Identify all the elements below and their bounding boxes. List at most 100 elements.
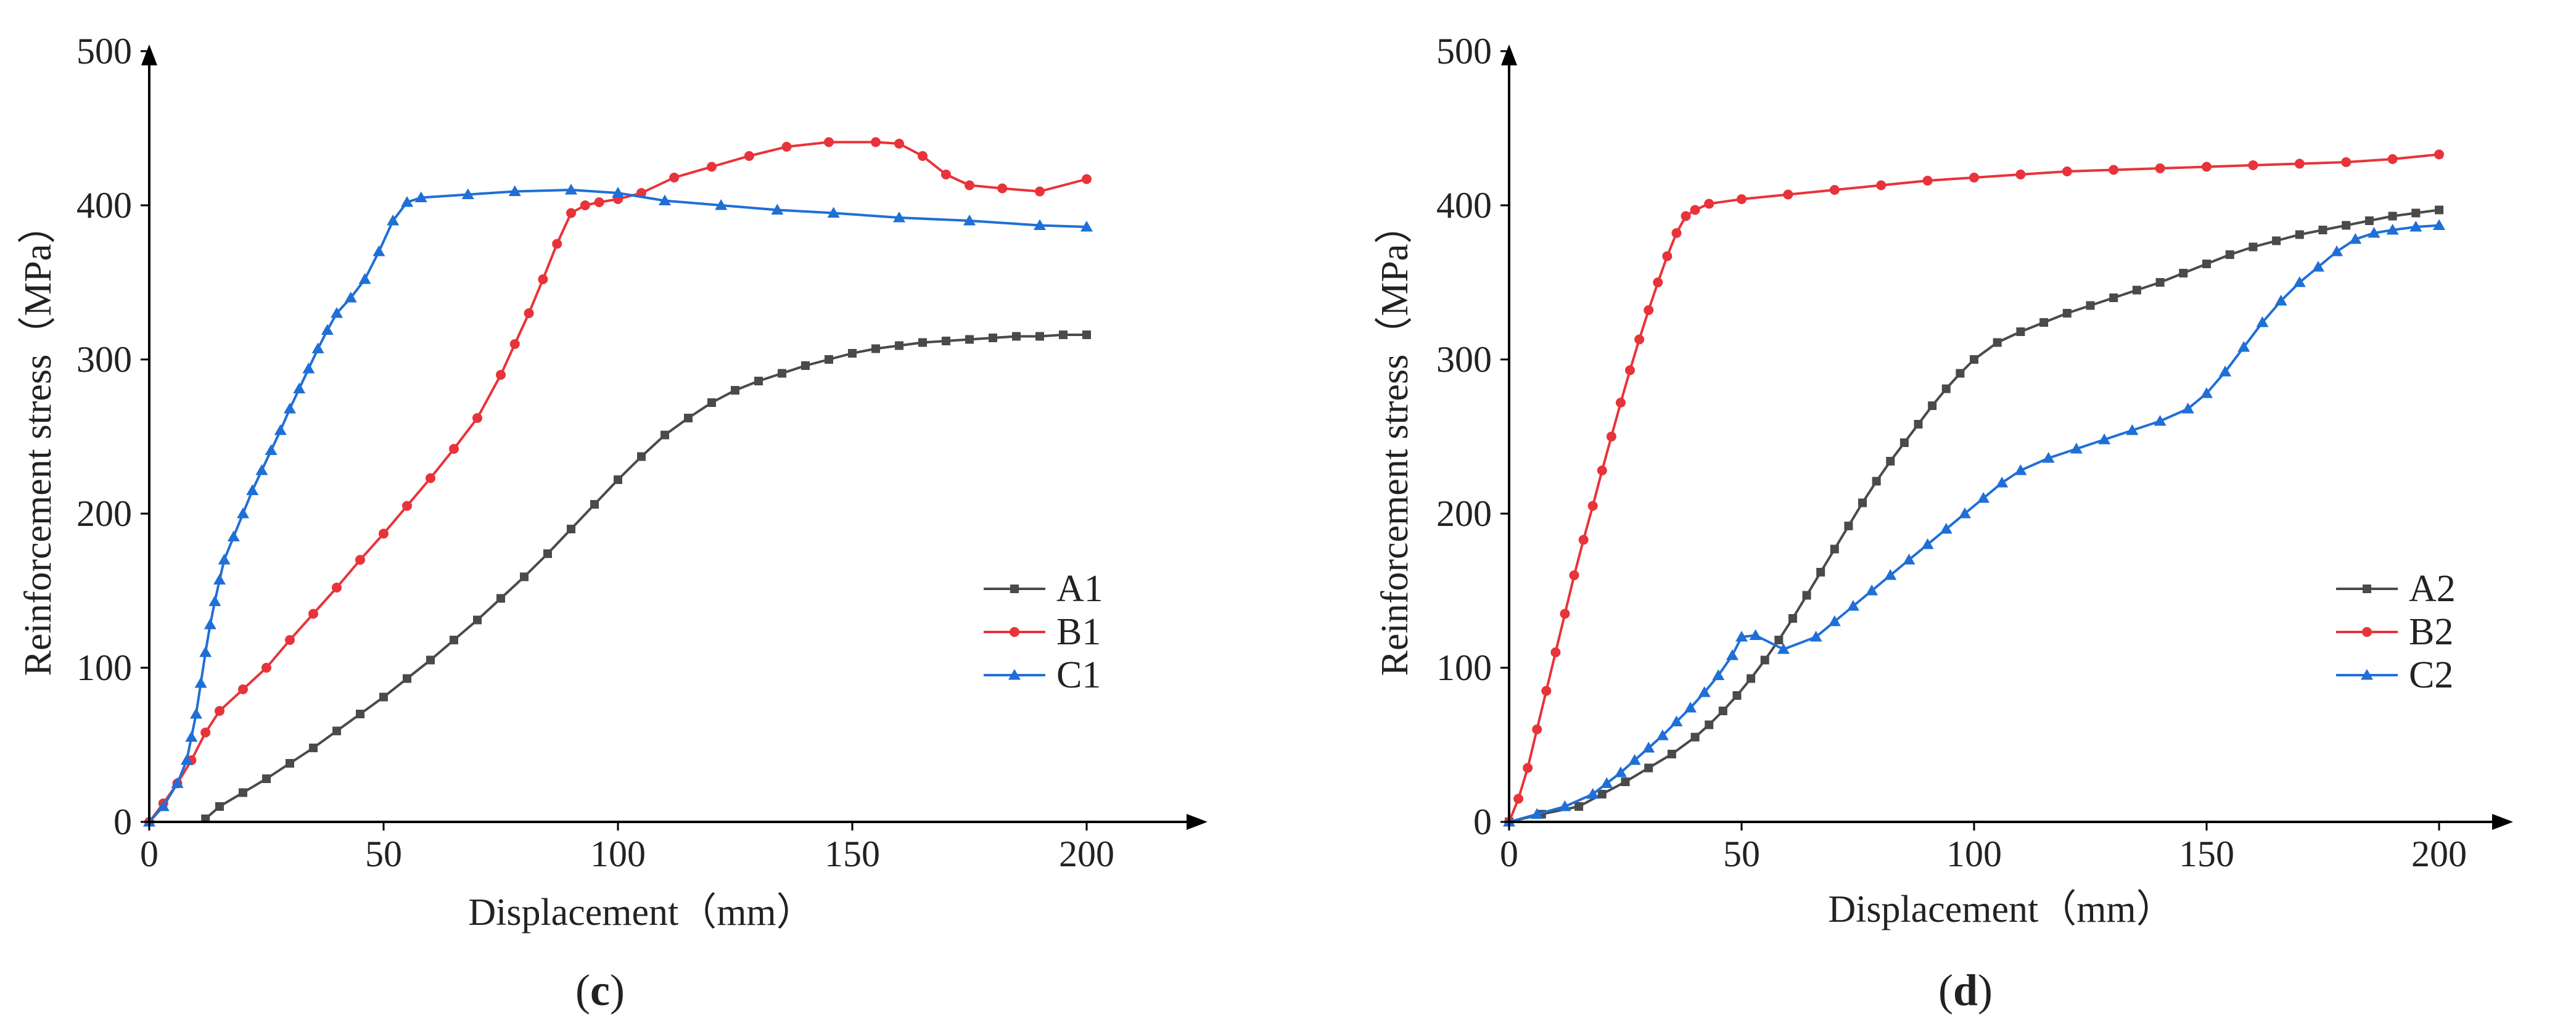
data-point-B1 xyxy=(669,173,680,183)
series-line-C1 xyxy=(148,189,1087,823)
data-point-B2 xyxy=(1523,763,1533,773)
data-point-B2 xyxy=(1876,180,1887,191)
data-point-C2 xyxy=(1642,742,1655,753)
data-point-A2 xyxy=(1830,544,1839,554)
data-point-B2 xyxy=(1644,305,1654,315)
data-point-A1 xyxy=(286,759,294,768)
data-point-B1 xyxy=(285,635,295,645)
series-A2 xyxy=(1505,205,2443,826)
data-point-C1 xyxy=(344,292,357,303)
data-point-C1 xyxy=(771,203,784,215)
data-point-C1 xyxy=(255,464,268,475)
data-point-B1 xyxy=(308,609,318,619)
data-point-B2 xyxy=(2341,157,2352,167)
data-point-A1 xyxy=(1082,330,1091,339)
data-point-C2 xyxy=(1558,800,1571,811)
x-tick-label: 0 xyxy=(140,834,158,874)
data-point-A2 xyxy=(2132,285,2141,295)
data-point-C1 xyxy=(963,215,976,226)
legend-label: A2 xyxy=(2409,568,2456,610)
data-point-C1 xyxy=(237,507,249,519)
data-point-A1 xyxy=(1035,332,1044,341)
data-point-B2 xyxy=(2109,165,2119,175)
data-point-C2 xyxy=(2274,295,2287,306)
chart-panel-d: 0 50 100 150 200 0 100 200 300 400 500 Displacemen… xyxy=(1374,31,2513,1015)
data-point-C2 xyxy=(2070,443,2083,454)
data-point-C1 xyxy=(218,554,231,565)
data-point-C2 xyxy=(1656,729,1669,741)
data-point-C1 xyxy=(171,777,184,788)
data-point-C2 xyxy=(2433,219,2445,230)
data-point-A1 xyxy=(543,549,552,558)
data-point-C1 xyxy=(227,530,240,541)
y-axis-title: Reinforcement stress（MPa） xyxy=(17,206,59,676)
data-point-C1 xyxy=(461,188,474,199)
legend-marker xyxy=(1010,627,1019,637)
data-point-B2 xyxy=(1704,199,1714,209)
data-point-B1 xyxy=(524,308,534,318)
data-point-B1 xyxy=(965,180,974,191)
data-point-A1 xyxy=(520,572,529,581)
data-point-C2 xyxy=(1600,777,1613,788)
y-tick-label: 200 xyxy=(76,493,132,534)
data-point-B2 xyxy=(1550,647,1561,657)
data-point-B1 xyxy=(402,501,412,511)
data-point-B2 xyxy=(2202,162,2212,172)
data-point-A2 xyxy=(2155,278,2165,287)
data-point-C2 xyxy=(1670,715,1683,726)
legend-marker xyxy=(1008,669,1021,680)
data-point-C2 xyxy=(1735,631,1748,642)
data-point-A2 xyxy=(1644,763,1653,773)
data-point-A1 xyxy=(965,335,974,344)
data-point-B1 xyxy=(496,370,506,380)
data-point-C1 xyxy=(1034,219,1046,230)
data-point-C2 xyxy=(2126,424,2139,435)
data-point-C1 xyxy=(265,444,278,455)
data-point-A1 xyxy=(262,774,271,783)
data-point-C1 xyxy=(157,800,170,811)
data-point-A2 xyxy=(1941,384,1951,393)
data-point-C1 xyxy=(358,273,371,284)
data-point-A2 xyxy=(2411,208,2421,218)
data-point-A2 xyxy=(2272,236,2281,245)
data-point-C2 xyxy=(1903,554,1916,565)
data-point-C2 xyxy=(2331,245,2344,256)
data-point-A2 xyxy=(1858,498,1867,507)
data-point-B2 xyxy=(1569,570,1579,580)
data-point-C2 xyxy=(1531,808,1544,819)
data-point-A2 xyxy=(1928,401,1937,410)
data-point-C1 xyxy=(612,187,624,198)
y-tick-label: 100 xyxy=(1436,647,1492,688)
y-tick-label: 300 xyxy=(76,339,132,380)
data-point-A1 xyxy=(496,594,505,603)
data-point-C1 xyxy=(565,184,577,195)
data-point-C2 xyxy=(2219,366,2232,377)
data-point-A1 xyxy=(379,692,388,702)
data-point-A1 xyxy=(1012,332,1021,341)
data-point-B1 xyxy=(1035,186,1045,197)
data-point-A1 xyxy=(660,430,669,440)
data-point-C1 xyxy=(659,194,671,205)
data-point-A1 xyxy=(1059,330,1068,339)
data-point-B1 xyxy=(332,583,342,593)
data-point-C1 xyxy=(204,618,216,630)
data-point-B1 xyxy=(941,170,951,179)
data-point-C2 xyxy=(1809,631,1822,642)
data-point-B1 xyxy=(426,473,435,483)
data-point-A1 xyxy=(473,615,482,625)
y-tick-label: 500 xyxy=(1436,31,1492,72)
data-point-C1 xyxy=(372,245,385,256)
data-point-A2 xyxy=(2062,309,2072,318)
data-point-B2 xyxy=(1625,365,1636,375)
data-point-B2 xyxy=(1587,501,1598,511)
y-tick-label: 100 xyxy=(76,647,132,688)
data-point-C2 xyxy=(2181,403,2194,414)
data-point-C2 xyxy=(1712,669,1725,680)
data-point-A2 xyxy=(1872,477,1881,486)
data-point-A2 xyxy=(1747,674,1756,683)
x-tick-label: 50 xyxy=(365,834,402,874)
data-point-C1 xyxy=(715,199,728,210)
plot-area xyxy=(1503,149,2445,827)
